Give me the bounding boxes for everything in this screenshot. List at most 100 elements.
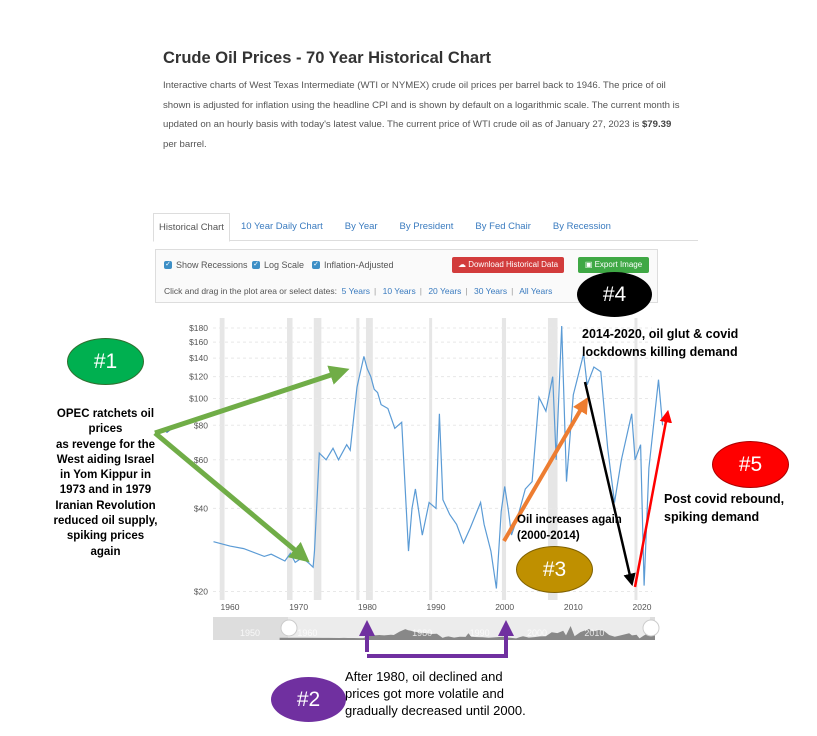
show-recessions-checkbox[interactable]: ✓ Show Recessions xyxy=(164,260,248,270)
x-tick-label: 1990 xyxy=(427,602,446,612)
annotation-line: Post covid rebound, xyxy=(664,492,785,506)
annotation-1-text: OPEC ratchets oil prices as revenge for th… xyxy=(48,407,163,560)
tab-10-year-daily[interactable]: 10 Year Daily Chart xyxy=(240,221,323,232)
annotation-2-text: After 1980, oil declined and prices got m… xyxy=(345,668,526,719)
y-tick-label: $140 xyxy=(189,353,208,363)
checkbox-icon: ✓ xyxy=(164,261,172,269)
badge-4: #4 xyxy=(577,272,652,317)
chart-options: ✓ Show Recessions ✓ Log Scale ✓ Inflation-A… xyxy=(155,249,658,303)
x-axis-ticks: 1960 1970 1980 1990 2000 2010 2020 xyxy=(221,602,652,612)
annotation-line: lockdowns killing demand xyxy=(582,345,738,359)
checkbox-icon: ✓ xyxy=(252,261,260,269)
x-tick-label: 2000 xyxy=(495,602,514,612)
navigator-left-handle[interactable] xyxy=(280,619,298,637)
range-20-years[interactable]: 20 Years xyxy=(428,286,462,296)
annotation-line: Oil increases again xyxy=(517,514,622,526)
description-text: Interactive charts of West Texas Interme… xyxy=(163,80,680,131)
annotation-line: 1973 and in 1979 xyxy=(59,484,152,497)
annotation-line: in Yom Kippur in xyxy=(60,469,151,482)
x-tick-label: 2010 xyxy=(564,602,583,612)
annotation-line: West aiding Israel xyxy=(56,453,155,466)
chart-tabs: Historical Chart 10 Year Daily Chart By … xyxy=(153,213,698,242)
annotation-line: gradually decreased until 2000. xyxy=(345,703,526,718)
current-price: $79.39 xyxy=(641,119,672,131)
date-prompt: Click and drag in the plot area or selec… xyxy=(164,286,337,296)
y-axis-ticks: $20 $40 $60 $80 $100 $120 $140 $160 $180 xyxy=(189,323,208,597)
y-tick-label: $60 xyxy=(194,455,208,465)
badge-1: #1 xyxy=(67,338,144,385)
recession-band xyxy=(313,318,322,600)
inflation-adjusted-checkbox[interactable]: ✓ Inflation-Adjusted xyxy=(312,260,394,270)
navigator-label: 1960 xyxy=(297,628,317,638)
image-icon: ▣ xyxy=(584,260,595,269)
tab-by-president[interactable]: By President xyxy=(399,221,454,232)
arrow-1973-jump xyxy=(153,431,310,563)
recession-band xyxy=(429,318,433,600)
navigator-area xyxy=(279,626,655,640)
recession-band xyxy=(286,318,293,600)
navigator[interactable]: 1950 1960 1980 1990 2000 2010 xyxy=(213,617,660,640)
navigator-label: 1980 xyxy=(412,628,432,638)
annotation-line: spiking prices xyxy=(66,530,145,543)
y-tick-label: $100 xyxy=(189,393,208,403)
annotation-line: 2014-2020, oil glut & covid xyxy=(582,327,739,341)
export-image-button[interactable]: ▣ Export Image xyxy=(578,257,649,273)
recession-band xyxy=(365,318,373,600)
annotation-line: (2000-2014) xyxy=(517,530,580,542)
badge-2: #2 xyxy=(271,677,346,722)
arrow-1979-peak xyxy=(154,365,350,436)
cloud-download-icon: ☁ xyxy=(457,260,469,269)
navigator-label: 1990 xyxy=(470,628,490,638)
navigator-right-handle[interactable] xyxy=(642,619,660,637)
navigator-label: 1950 xyxy=(240,628,260,638)
tab-by-fed-chair[interactable]: By Fed Chair xyxy=(475,221,531,232)
recession-band xyxy=(219,318,225,600)
tab-historical-chart[interactable]: Historical Chart xyxy=(153,213,230,242)
download-data-button[interactable]: ☁ Download Historical Data xyxy=(452,257,564,273)
arrow-2000-2014 xyxy=(502,397,589,543)
x-tick-label: 2020 xyxy=(633,602,652,612)
price-line xyxy=(213,325,664,589)
y-tick-label: $180 xyxy=(189,323,208,333)
annotation-5-text: Post covid rebound, spiking demand xyxy=(664,490,784,526)
y-tick-label: $120 xyxy=(189,372,208,382)
annotation-4-text: 2014-2020, oil glut & covid lockdowns kil… xyxy=(582,325,738,361)
recession-band xyxy=(356,318,360,600)
arrow-2014-2020 xyxy=(583,381,636,587)
y-tick-label: $160 xyxy=(189,337,208,347)
range-10-years[interactable]: 10 Years xyxy=(382,286,416,296)
navigator-label: 2010 xyxy=(584,628,604,638)
range-5-years[interactable]: 5 Years xyxy=(341,286,371,296)
annotation-line: After 1980, oil declined and xyxy=(345,669,503,684)
annotation-3-text: Oil increases again (2000-2014) xyxy=(517,512,622,544)
recession-band xyxy=(501,318,507,600)
annotation-line: prices xyxy=(88,423,123,436)
log-scale-checkbox[interactable]: ✓ Log Scale xyxy=(252,260,304,270)
badge-5: #5 xyxy=(712,441,789,488)
price-suffix: per barrel. xyxy=(163,138,207,150)
tab-by-recession[interactable]: By Recession xyxy=(552,221,611,232)
checkbox-icon: ✓ xyxy=(312,261,320,269)
x-tick-label: 1970 xyxy=(289,602,308,612)
tab-by-year[interactable]: By Year xyxy=(344,221,378,232)
x-tick-label: 1980 xyxy=(358,602,377,612)
annotation-line: spiking demand xyxy=(664,510,760,524)
annotation-line: Iranian Revolution xyxy=(55,499,156,512)
navigator-label: 2000 xyxy=(527,628,547,638)
y-tick-label: $20 xyxy=(194,587,208,597)
y-tick-label: $40 xyxy=(194,503,208,513)
navigator-labels: 1950 1960 1980 1990 2000 2010 xyxy=(240,628,604,638)
page-title: Crude Oil Prices - 70 Year Historical Ch… xyxy=(163,49,492,67)
range-all-years[interactable]: All Years xyxy=(519,286,553,296)
checkbox-label: Show Recessions xyxy=(176,260,248,270)
checkbox-label: Inflation-Adjusted xyxy=(324,260,394,270)
date-range-selector: Click and drag in the plot area or selec… xyxy=(164,286,553,296)
annotation-line: OPEC ratchets oil xyxy=(56,408,155,420)
button-label: Download Historical Data xyxy=(468,260,559,269)
range-30-years[interactable]: 30 Years xyxy=(474,286,508,296)
annotation-line: prices got more volatile and xyxy=(345,686,504,701)
description: Interactive charts of West Texas Interme… xyxy=(163,76,683,154)
gridlines xyxy=(213,327,652,592)
